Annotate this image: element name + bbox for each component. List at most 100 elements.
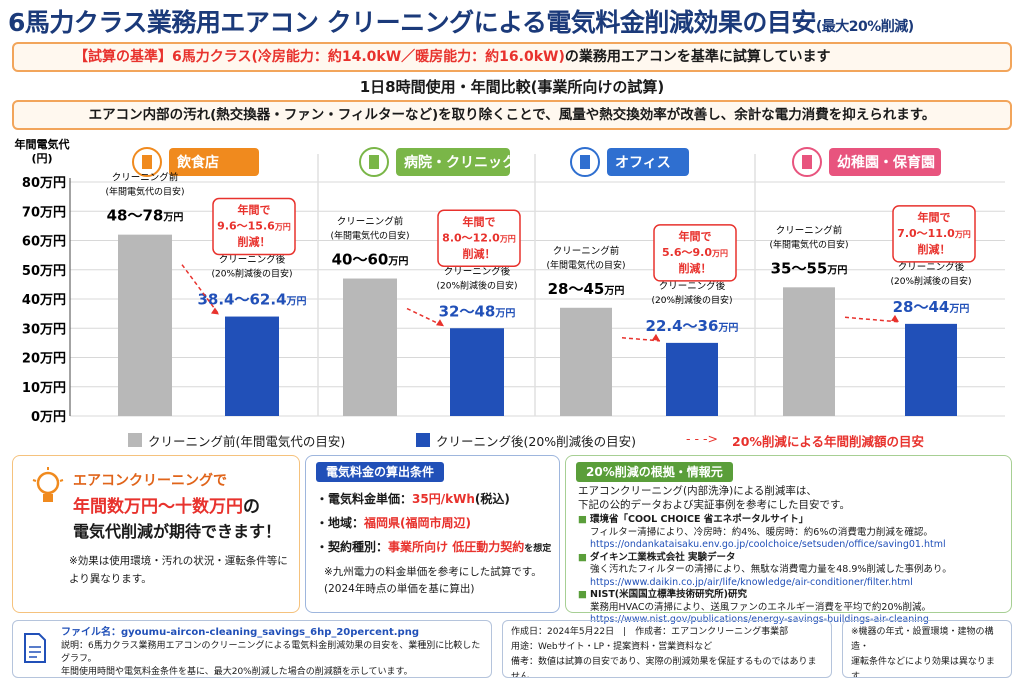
y-tick-label: 30万円 xyxy=(22,322,66,337)
sources-intro: エアコンクリーニング(内部洗浄)による削減率は、 下記の公的データおよび実証事例… xyxy=(578,485,850,511)
category-badge xyxy=(396,148,510,176)
category-label: 病院・クリニック xyxy=(404,154,516,171)
legend-after-swatch xyxy=(416,433,430,447)
summary-line1: エアコンクリーニングで xyxy=(73,473,227,489)
contract-row: ・契約種別：事業所向け 低圧動力契約を想定 xyxy=(316,540,552,554)
reduction-arrowhead xyxy=(891,314,899,322)
conditions-title: 電気料金の算出条件 xyxy=(316,462,445,482)
conditions-note: ※九州電力の料金単価を参考にした試算です。 (2024年時点の単価を基に算出) xyxy=(324,566,542,595)
reduction-arrow xyxy=(844,316,900,323)
price-row: ・電気料金単価：35円/kWh(税込) xyxy=(316,492,510,506)
y-axis-label: 年間電気代 xyxy=(15,137,70,151)
after-label-sub: (20%削減後の目安) xyxy=(651,294,732,306)
after-label-sub: (20%削減後の目安) xyxy=(890,275,971,287)
savings-suffix: 削減！ xyxy=(238,235,271,249)
reduction-arrowhead xyxy=(652,333,660,341)
reduction-arrowhead xyxy=(436,319,444,327)
file-description: 説明：6馬力クラス業務用エアコンのクリーニングによる電気料金削減効果の目安を、業… xyxy=(61,641,481,677)
before-label-sub: (年間電気代の目安) xyxy=(330,230,409,242)
category-icon-glyph xyxy=(142,155,152,169)
category-badge xyxy=(607,148,689,176)
after-label-sub: (20%削減後の目安) xyxy=(436,279,517,291)
category-badge xyxy=(829,148,941,176)
effect-description: エアコン内部の汚れ(熱交換器・ファン・フィルターなど)を取り除くことで、風量や熱… xyxy=(12,100,1012,130)
category-label: 飲食店 xyxy=(176,154,219,171)
bar-after xyxy=(666,342,718,416)
after-label: クリーニング後 xyxy=(659,280,726,292)
calc-basis: 【試算の基準】6馬力クラス(冷房能力：約14.0kW／暖房能力：約16.0kW)… xyxy=(12,42,1012,72)
lightbulb-icon xyxy=(32,467,64,502)
category-icon-glyph xyxy=(580,155,590,169)
reduction-arrow xyxy=(181,264,220,315)
sources-panel: 20%削減の根拠・情報元 エアコンクリーニング(内部洗浄)による削減率は、 下記… xyxy=(565,455,1012,625)
legend-arrow-icon: - - -> xyxy=(686,431,718,446)
savings-prefix: 年間で xyxy=(463,214,496,228)
bar-after xyxy=(450,328,504,416)
y-tick-label: 80万円 xyxy=(22,176,66,191)
meta-info: 作成日：2024年5月22日 | 作成者：エアコンクリーニング事業部 用途：We… xyxy=(502,620,832,678)
savings-callout xyxy=(653,224,737,282)
y-tick-label: 0万円 xyxy=(31,410,66,425)
before-value: 35〜55万円 xyxy=(771,259,848,277)
bar-before xyxy=(343,278,397,416)
footer: ファイル名：gyoumu-aircon-cleaning_savings_6hp… xyxy=(12,620,1012,680)
summary-line3: 電気代削減が期待できます！ xyxy=(73,522,282,541)
after-value: 22.4〜36万円 xyxy=(646,317,739,335)
savings-suffix: 削減！ xyxy=(918,242,951,256)
savings-prefix: 年間で xyxy=(679,229,712,243)
savings-value: 5.6〜9.0万円 xyxy=(662,246,728,259)
category-icon-glyph xyxy=(802,155,812,169)
savings-callout xyxy=(212,197,296,256)
savings-prefix: 年間で xyxy=(238,203,271,217)
bar-before xyxy=(118,234,172,416)
meta-line: 作成日：2024年5月22日 | 作成者：エアコンクリーニング事業部 xyxy=(511,627,789,637)
category-label: オフィス xyxy=(615,155,671,171)
after-label: クリーニング後 xyxy=(444,265,511,277)
after-label: クリーニング後 xyxy=(219,254,286,266)
summary-panel: エアコンクリーニングで 年間数万円〜十数万円の 電気代削減が期待できます！ ※効… xyxy=(12,455,300,613)
source-item: ■ 環境省「COOL CHOICE 省エネポータルサイト」 フィルター清掃により、… xyxy=(578,514,946,550)
source-link[interactable]: https://ondankataisaku.env.go.jp/coolcho… xyxy=(590,539,946,550)
savings-suffix: 削減！ xyxy=(463,246,496,260)
y-tick-label: 60万円 xyxy=(22,235,66,250)
before-label-sub: (年間電気代の目安) xyxy=(546,259,625,271)
savings-prefix: 年間で xyxy=(918,210,951,224)
before-label-sub: (年間電気代の目安) xyxy=(769,238,848,250)
before-label: クリーニング前 xyxy=(337,216,404,228)
after-label-sub: (20%削減後の目安) xyxy=(211,268,292,280)
after-value: 32〜48万円 xyxy=(439,302,516,320)
category-icon-glyph xyxy=(369,155,379,169)
footer-note: ※機器の年式・設置環境・建物の構造・ 運転条件などにより効果は異なります。 xyxy=(842,620,1012,678)
source-link[interactable]: https://www.daikin.co.jp/air/life/knowle… xyxy=(590,576,913,588)
legend-after-label: クリーニング後(20%削減後の目安) xyxy=(436,434,637,449)
before-label: クリーニング前 xyxy=(112,172,179,184)
before-label-sub: (年間電気代の目安) xyxy=(105,186,184,198)
sources-list: ■ 環境省「COOL CHOICE 省エネポータルサイト」 フィルター清掃により、… xyxy=(578,514,1008,627)
page-title: 6馬力クラス業務用エアコン クリーニングによる電気料金削減効果の目安(最大20%… xyxy=(8,8,914,37)
usage-condition: 1日8時間使用・年間比較(事業所向けの試算) xyxy=(359,78,665,96)
y-tick-label: 50万円 xyxy=(22,264,66,279)
y-tick-label: 10万円 xyxy=(22,381,66,396)
reduction-arrow xyxy=(621,337,661,342)
savings-callout xyxy=(437,209,521,267)
savings-callout xyxy=(892,205,976,263)
bar-after xyxy=(225,316,279,416)
file-info: ファイル名：gyoumu-aircon-cleaning_savings_6hp… xyxy=(12,620,492,678)
category-label: 幼稚園・保育園 xyxy=(837,154,935,171)
document-icon xyxy=(24,633,46,663)
meta-line: 備考：数値は試算の目安であり、実際の削減効果を保証するものではありません。 xyxy=(511,657,817,678)
legend: クリーニング前(年間電気代の目安) クリーニング後(20%削減後の目安) - -… xyxy=(0,430,1024,450)
savings-suffix: 削減！ xyxy=(679,261,712,275)
savings-value: 9.6〜15.6万円 xyxy=(217,220,291,233)
bar-before xyxy=(560,307,612,416)
savings-value: 7.0〜11.0万円 xyxy=(897,227,971,240)
before-value: 40〜60万円 xyxy=(332,251,409,269)
legend-before-label: クリーニング前(年間電気代の目安) xyxy=(148,434,346,449)
before-label: クリーニング前 xyxy=(553,245,620,257)
summary-line2: 年間数万円〜十数万円の xyxy=(73,497,260,517)
y-axis-unit: (円) xyxy=(31,152,52,165)
after-value: 38.4〜62.4万円 xyxy=(197,291,306,309)
source-link[interactable]: https://www.nist.gov/publications/energy… xyxy=(590,614,929,625)
savings-value: 8.0〜12.0万円 xyxy=(442,231,516,244)
legend-arrow-label: 20%削減による年間削減額の目安 xyxy=(732,434,925,449)
